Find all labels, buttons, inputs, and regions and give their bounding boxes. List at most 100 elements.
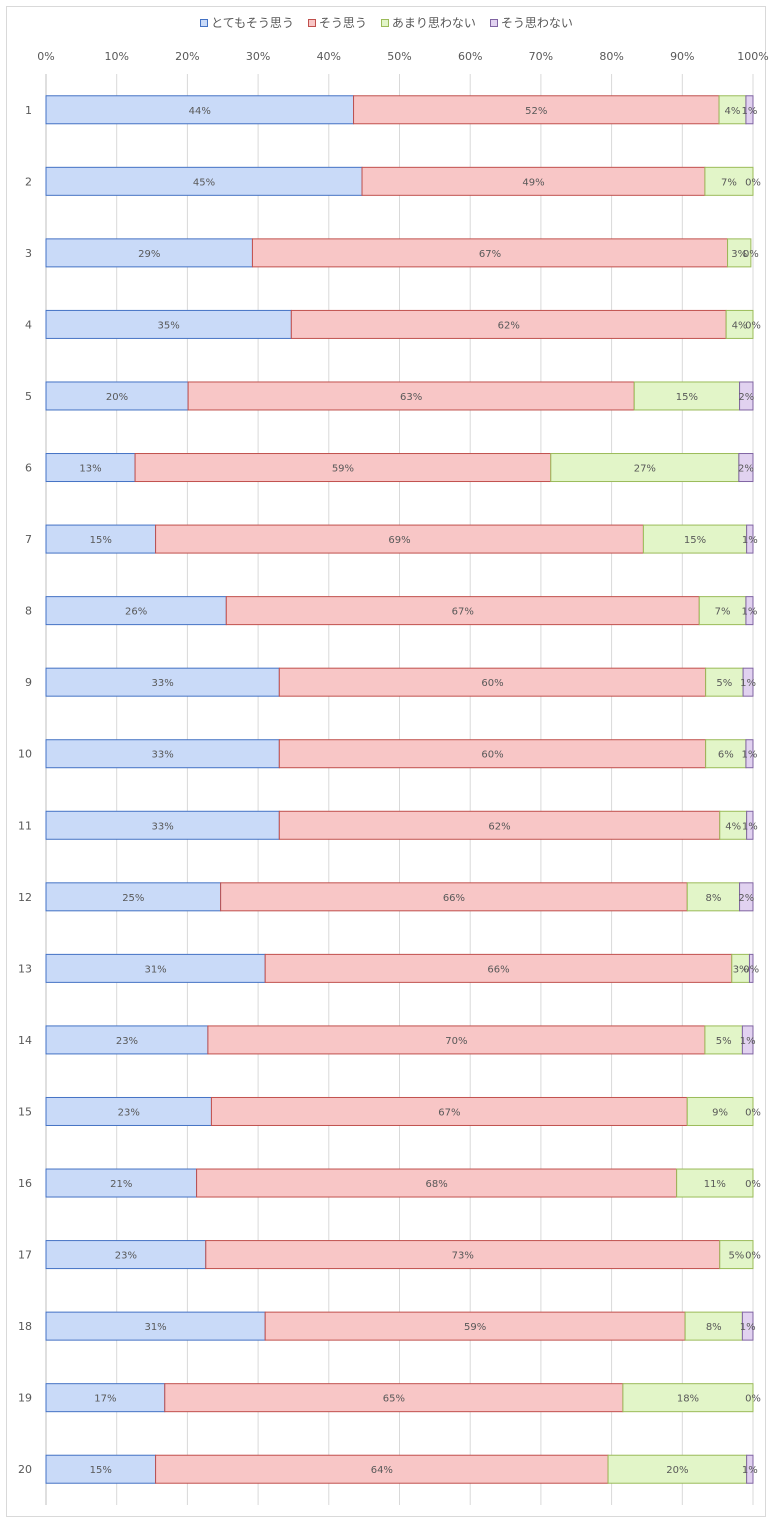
category-label: 5 — [25, 390, 32, 403]
category-label: 10 — [18, 748, 32, 761]
bar-segment — [45, 739, 280, 769]
bar-segment — [45, 1383, 166, 1413]
bar-segment — [746, 810, 754, 840]
bar-segment — [633, 381, 741, 411]
data-label: 65% — [383, 1394, 405, 1405]
bar-segment — [278, 667, 707, 697]
bar-segment — [196, 1168, 678, 1198]
bar-segment — [290, 309, 727, 339]
data-label: 15% — [676, 392, 698, 403]
data-label: 21% — [110, 1179, 132, 1190]
bar-segment — [746, 524, 754, 554]
data-label: 1% — [742, 607, 758, 618]
data-label: 35% — [158, 320, 180, 331]
data-label: 59% — [332, 464, 354, 475]
data-label: 66% — [487, 964, 509, 975]
data-label: 15% — [90, 1465, 112, 1476]
data-label: 73% — [452, 1251, 474, 1262]
data-label: 1% — [740, 1036, 756, 1047]
bar-segment — [45, 810, 280, 840]
data-label: 25% — [122, 893, 144, 904]
x-tick-label: 50% — [387, 50, 411, 63]
category-label: 7 — [25, 533, 32, 546]
x-tick-label: 100% — [737, 50, 768, 63]
data-label: 33% — [152, 750, 174, 761]
data-label: 0% — [745, 1179, 761, 1190]
data-label: 8% — [705, 893, 721, 904]
bar-segment — [45, 1311, 266, 1341]
x-tick-label: 70% — [529, 50, 553, 63]
data-label: 23% — [118, 1107, 140, 1118]
data-label: 62% — [498, 320, 520, 331]
bar-segment — [550, 453, 740, 483]
data-label: 0% — [743, 964, 759, 975]
bar-segment — [45, 453, 136, 483]
category-label: 13 — [18, 962, 32, 975]
bar-segment — [45, 309, 292, 339]
data-label: 1% — [740, 678, 756, 689]
legend-item: とてもそう思う — [200, 14, 294, 31]
bar-segment — [745, 596, 754, 626]
bar-segment — [748, 953, 754, 983]
data-label: 7% — [721, 177, 737, 188]
x-tick-label: 60% — [458, 50, 482, 63]
data-label: 52% — [525, 106, 547, 117]
data-label: 45% — [193, 177, 215, 188]
data-label: 23% — [116, 1036, 138, 1047]
data-label: 5% — [728, 1251, 744, 1262]
category-label: 3 — [25, 247, 32, 260]
bar-segment — [155, 524, 644, 554]
x-tick-label: 30% — [246, 50, 270, 63]
data-label: 1% — [742, 821, 758, 832]
bar-segment — [45, 953, 266, 983]
bar-segment — [45, 95, 355, 125]
bar-segment — [676, 1168, 754, 1198]
data-label: 9% — [712, 1107, 728, 1118]
data-label: 0% — [745, 1251, 761, 1262]
category-label: 8 — [25, 605, 32, 618]
data-label: 1% — [740, 1322, 756, 1333]
bar-segment — [742, 667, 754, 697]
data-label: 3% — [731, 249, 747, 260]
bar-segment — [607, 1454, 748, 1484]
data-label: 23% — [115, 1251, 137, 1262]
bar-segment — [745, 95, 754, 125]
bar-segment — [134, 453, 552, 483]
data-label: 68% — [426, 1179, 448, 1190]
data-label: 7% — [715, 607, 731, 618]
data-label: 69% — [388, 535, 410, 546]
bar-segment — [225, 596, 700, 626]
category-label: 19 — [18, 1392, 32, 1405]
data-label: 2% — [738, 893, 754, 904]
data-label: 1% — [742, 535, 758, 546]
bar-segment — [686, 882, 741, 912]
bar-segment — [361, 166, 706, 196]
bar-segment — [45, 381, 189, 411]
category-label: 11 — [18, 819, 32, 832]
bar-segment — [725, 309, 754, 339]
bar-segment — [264, 1311, 686, 1341]
bar-segment — [210, 1096, 688, 1126]
data-label: 18% — [677, 1394, 699, 1405]
data-label: 33% — [152, 678, 174, 689]
bar-segment — [164, 1383, 624, 1413]
data-label: 49% — [522, 177, 544, 188]
bar-segment — [739, 882, 754, 912]
bar-segment — [45, 667, 280, 697]
data-label: 0% — [743, 249, 759, 260]
bar-segment — [739, 381, 754, 411]
category-label: 18 — [18, 1320, 32, 1333]
legend-item: そう思う — [307, 14, 367, 31]
data-label: 27% — [634, 464, 656, 475]
bar-segment — [187, 381, 635, 411]
data-label: 5% — [716, 678, 732, 689]
bar-segment — [45, 238, 253, 268]
bar-segment — [220, 882, 688, 912]
data-label: 0% — [745, 177, 761, 188]
data-label: 8% — [706, 1322, 722, 1333]
bar-segment — [704, 166, 754, 196]
x-tick-label: 20% — [175, 50, 199, 63]
bar-segment — [738, 453, 754, 483]
data-label: 2% — [738, 464, 754, 475]
bar-segment — [741, 1025, 754, 1055]
